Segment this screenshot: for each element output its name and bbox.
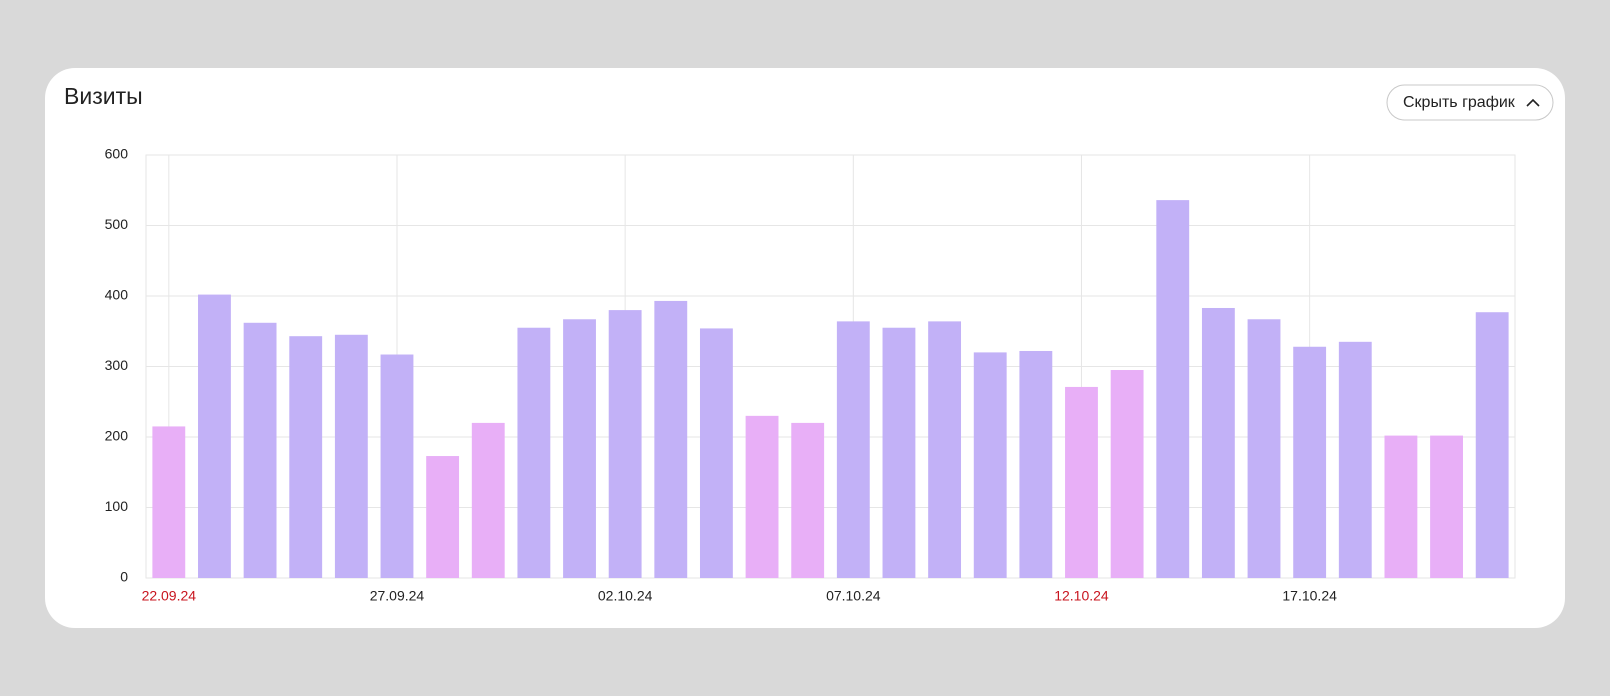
bar (745, 415, 779, 578)
bar (243, 322, 277, 578)
bar (973, 352, 1007, 578)
bar (563, 319, 596, 578)
button-label: Скрыть график (1403, 94, 1516, 111)
bar (699, 328, 733, 578)
bar (1247, 319, 1281, 578)
bar (380, 354, 414, 578)
bar (198, 294, 231, 578)
button-frame (1386, 84, 1554, 121)
bar (289, 336, 323, 578)
y-tick-label: 600 (105, 146, 129, 162)
y-tick-label: 0 (120, 569, 128, 585)
bar (654, 300, 688, 578)
bar (471, 422, 505, 578)
y-tick-label: 200 (105, 428, 129, 444)
bar (517, 327, 551, 578)
bar (1384, 435, 1418, 578)
x-tick-label: 12.10.24 (1054, 588, 1109, 604)
bar (426, 456, 460, 578)
bar (928, 321, 962, 578)
x-tick-label: 27.09.24 (370, 588, 425, 604)
y-tick-label: 500 (105, 216, 129, 232)
bar (1201, 307, 1235, 578)
bar (608, 310, 642, 578)
hide-chart-button[interactable]: Скрыть график (1386, 84, 1554, 121)
x-tick-label: 02.10.24 (598, 588, 653, 604)
bar (1475, 312, 1509, 578)
x-tick-label: 07.10.24 (826, 588, 881, 604)
card-title: Визиты (64, 83, 143, 109)
bar (1338, 341, 1372, 578)
bar (1293, 346, 1327, 578)
bar (1065, 386, 1098, 578)
x-tick-label: 17.10.24 (1282, 588, 1337, 604)
bar (152, 426, 186, 578)
bar (1156, 200, 1190, 578)
y-tick-label: 300 (105, 357, 129, 373)
x-tick-label: 22.09.24 (142, 588, 197, 604)
chevron-icon (1526, 98, 1540, 107)
bar (1019, 350, 1053, 578)
y-tick-label: 400 (105, 287, 129, 303)
bar (1110, 370, 1144, 578)
bar (791, 422, 825, 578)
bar (836, 321, 870, 578)
bar (334, 334, 368, 578)
y-tick-label: 100 (105, 498, 129, 514)
bar (1430, 435, 1463, 578)
bar (882, 327, 916, 578)
